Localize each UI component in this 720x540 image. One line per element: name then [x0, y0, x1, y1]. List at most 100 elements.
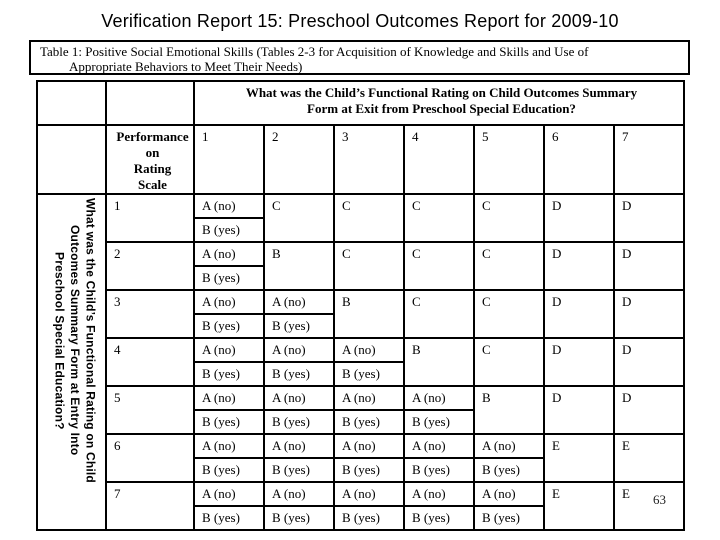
exit-header-cell: What was the Child’s Functional Rating o…: [193, 80, 685, 126]
row-7-col-1-a-no-cell: A (no): [193, 481, 265, 507]
row-7-col-5-b-yes-cell: B (yes): [473, 505, 545, 531]
exit-rating-column-6: 6: [543, 124, 615, 195]
row-1-col-7-cell: D: [613, 193, 685, 243]
entry-rating-row-2: 2: [105, 241, 195, 291]
row-6-col-2-b-yes-cell: B (yes): [263, 457, 335, 483]
row-2-col-4-cell: C: [403, 241, 475, 291]
row-7-col-3-a-no-cell: A (no): [333, 481, 405, 507]
row-3-col-2-b-yes-cell: B (yes): [263, 313, 335, 339]
row-4-col-6-cell: D: [543, 337, 615, 387]
entry-rating-row-3: 3: [105, 289, 195, 339]
row-1-col-1-a-no-cell: A (no): [193, 193, 265, 219]
row-5-col-1-a-no-cell: A (no): [193, 385, 265, 411]
row-6-col-4-b-yes-cell: B (yes): [403, 457, 475, 483]
row-2-col-1-b-yes-cell: B (yes): [193, 265, 265, 291]
entry-header-cell: What was the Child’s Functional Rating o…: [36, 193, 107, 531]
row-7-col-1-b-yes-cell: B (yes): [193, 505, 265, 531]
row-5-col-4-a-no-cell: A (no): [403, 385, 475, 411]
row-1-col-5-cell: C: [473, 193, 545, 243]
exit-rating-column-1: 1: [193, 124, 265, 195]
exit-rating-column-3: 3: [333, 124, 405, 195]
row-6-col-5-b-yes-cell: B (yes): [473, 457, 545, 483]
row-6-col-1-a-no-cell: A (no): [193, 433, 265, 459]
row-4-col-2-b-yes-cell: B (yes): [263, 361, 335, 387]
row-5-col-4-b-yes-cell: B (yes): [403, 409, 475, 435]
exit-rating-column-7: 7: [613, 124, 685, 195]
matrix-row-2-bottom: B (yes): [37, 265, 684, 291]
row-3-col-1-b-yes-cell: B (yes): [193, 313, 265, 339]
row-6-col-7-cell: E: [613, 433, 685, 483]
row-5-col-7-cell: D: [613, 385, 685, 435]
slide-title: Verification Report 15: Preschool Outcom…: [101, 11, 619, 31]
entry-header-vertical-label: What was the Child’s Functional Rating o…: [52, 198, 98, 483]
row-5-col-2-b-yes-cell: B (yes): [263, 409, 335, 435]
row-3-col-3-cell: B: [333, 289, 405, 339]
exit-rating-column-2: 2: [263, 124, 335, 195]
exit-rating-column-4: 4: [403, 124, 475, 195]
row-3-col-5-cell: C: [473, 289, 545, 339]
row-3-col-4-cell: C: [403, 289, 475, 339]
row-2-col-3-cell: C: [333, 241, 405, 291]
row-1-col-2-cell: C: [263, 193, 335, 243]
row-7-col-3-b-yes-cell: B (yes): [333, 505, 405, 531]
row-4-col-7-cell: D: [613, 337, 685, 387]
row-2-col-1-a-no-cell: A (no): [193, 241, 265, 267]
entry-rating-row-7: 7: [105, 481, 195, 531]
caption-line-2: Appropriate Behaviors to Meet Their Need…: [69, 59, 303, 74]
row-4-col-3-b-yes-cell: B (yes): [333, 361, 405, 387]
row-7-col-2-b-yes-cell: B (yes): [263, 505, 335, 531]
entry-rating-row-5: 5: [105, 385, 195, 435]
page-number: 63: [653, 492, 666, 507]
caption-line-1: Table 1: Positive Social Emotional Skill…: [40, 44, 589, 59]
matrix-row-4-bottom: B (yes) B (yes) B (yes): [37, 361, 684, 387]
row-7-col-7-cell: E: [613, 481, 685, 531]
blank-gray-cell: [36, 124, 107, 195]
row-4-col-1-b-yes-cell: B (yes): [193, 361, 265, 387]
row-4-col-4-cell: B: [403, 337, 475, 387]
outcomes-rating-matrix: What was the Child’s Functional Rating o…: [36, 80, 685, 531]
exit-header-row: What was the Child’s Functional Rating o…: [36, 80, 685, 126]
row-5-col-6-cell: D: [543, 385, 615, 435]
row-3-col-7-cell: D: [613, 289, 685, 339]
matrix-row-1-bottom: B (yes): [37, 217, 684, 243]
row-2-col-2-cell: B: [263, 241, 335, 291]
matrix-row-3-bottom: B (yes) B (yes): [37, 313, 684, 339]
row-3-col-1-a-no-cell: A (no): [193, 289, 265, 315]
matrix-row-7-bottom: B (yes) B (yes) B (yes) B (yes) B (yes): [37, 505, 684, 531]
entry-rating-row-6: 6: [105, 433, 195, 483]
row-5-col-5-cell: B: [473, 385, 545, 435]
row-7-col-5-a-no-cell: A (no): [473, 481, 545, 507]
corner-blank-cell: [36, 80, 107, 126]
row-6-col-3-a-no-cell: A (no): [333, 433, 405, 459]
table-caption-box: Table 1: Positive Social Emotional Skill…: [29, 40, 690, 75]
row-4-col-2-a-no-cell: A (no): [263, 337, 335, 363]
row-7-col-6-cell: E: [543, 481, 615, 531]
row-1-col-1-b-yes-cell: B (yes): [193, 217, 265, 243]
row-3-col-6-cell: D: [543, 289, 615, 339]
exit-rating-column-5: 5: [473, 124, 545, 195]
row-2-col-5-cell: C: [473, 241, 545, 291]
row-6-col-3-b-yes-cell: B (yes): [333, 457, 405, 483]
row-1-col-4-cell: C: [403, 193, 475, 243]
entry-rating-row-4: 4: [105, 337, 195, 387]
matrix-row-6-bottom: B (yes) B (yes) B (yes) B (yes) B (yes): [37, 457, 684, 483]
row-6-col-6-cell: E: [543, 433, 615, 483]
row-4-col-5-cell: C: [473, 337, 545, 387]
row-7-col-4-b-yes-cell: B (yes): [403, 505, 475, 531]
row-6-col-2-a-no-cell: A (no): [263, 433, 335, 459]
entry-rating-row-1: 1: [105, 193, 195, 243]
row-3-col-2-a-no-cell: A (no): [263, 289, 335, 315]
row-6-col-5-a-no-cell: A (no): [473, 433, 545, 459]
row-1-col-6-cell: D: [543, 193, 615, 243]
row-6-col-4-a-no-cell: A (no): [403, 433, 475, 459]
row-5-col-1-b-yes-cell: B (yes): [193, 409, 265, 435]
row-7-col-4-a-no-cell: A (no): [403, 481, 475, 507]
row-1-col-3-cell: C: [333, 193, 405, 243]
matrix-row-1-top: What was the Child’s Functional Rating o…: [36, 193, 685, 531]
